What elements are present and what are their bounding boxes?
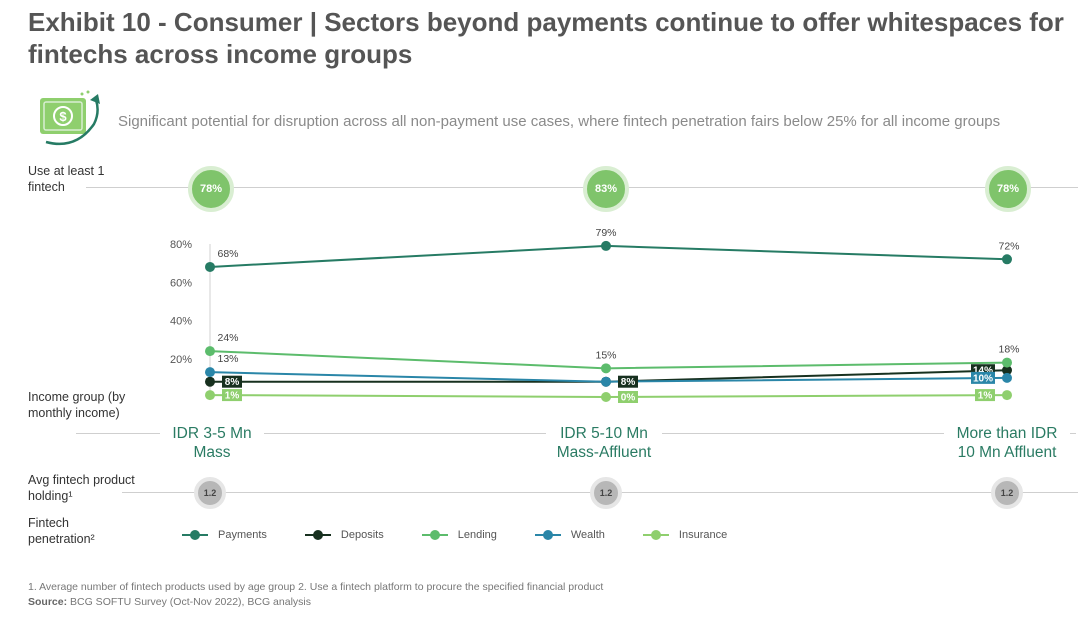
data-label-deposits: 14%	[973, 366, 993, 377]
y-tick-label: 60%	[170, 277, 192, 289]
legend-deposits: Deposits	[304, 529, 384, 541]
data-label-box-wealth	[971, 371, 995, 384]
use-fintech-circle-affluent: 78%	[985, 166, 1031, 212]
chart-legend: Payments Deposits Lending Wealth Insuran…	[182, 529, 765, 541]
data-point-deposits	[1002, 365, 1012, 376]
data-label-box-insurance	[618, 391, 638, 403]
legend-wealth-swatch	[534, 529, 561, 541]
page-title: Exhibit 10 - Consumer | Sectors beyond p…	[28, 7, 1064, 69]
data-label-insurance: 1%	[978, 391, 993, 402]
data-point-lending	[601, 363, 611, 374]
data-point-lending	[1002, 357, 1012, 368]
income-group-mass-line2: Mass	[193, 444, 231, 461]
data-label-lending: 18%	[998, 344, 1019, 356]
data-point-insurance	[205, 390, 215, 401]
data-label-insurance: 0%	[621, 393, 636, 404]
avg-holding-circle-mass: 1.2	[194, 477, 226, 509]
data-label-deposits: 8%	[225, 377, 240, 388]
data-label-box-deposits	[222, 375, 242, 388]
legend-lending-label: Lending	[457, 529, 497, 541]
income-group-mass-affluent-line2: Mass-Affluent	[556, 444, 652, 461]
subtitle: Significant potential for disruption acr…	[118, 113, 1001, 130]
data-label-wealth: 13%	[217, 353, 238, 365]
income-group-affluent-line2: 10 Mn Affluent	[957, 444, 1057, 461]
data-label-lending: 15%	[595, 349, 616, 361]
y-tick-label: 20%	[170, 354, 192, 366]
income-group-label: Income group (by monthly income)	[28, 390, 126, 420]
use-fintech-line	[86, 187, 1078, 188]
source-label: Source:	[28, 596, 68, 608]
legend-lending: Lending	[421, 529, 497, 541]
legend-insurance-label: Insurance	[678, 529, 728, 541]
use-fintech-circle-mass: 78%	[188, 166, 234, 212]
data-point-wealth	[205, 367, 215, 378]
data-point-wealth	[1002, 372, 1012, 383]
use-fintech-circle-mass-affluent: 83%	[583, 166, 629, 212]
data-label-payments: 79%	[595, 227, 616, 239]
income-group-mass: IDR 3-5 Mn Mass	[160, 424, 264, 462]
legend-deposits-label: Deposits	[340, 529, 384, 541]
data-label-box-deposits	[618, 375, 638, 388]
income-group-mass-affluent-line1: IDR 5-10 Mn	[560, 425, 648, 442]
data-point-insurance	[601, 392, 611, 402]
data-label-box-insurance	[975, 389, 995, 402]
data-label-wealth: 10%	[973, 373, 993, 384]
y-tick-label: 40%	[170, 316, 192, 328]
svg-text:$: $	[59, 109, 67, 124]
legend-insurance: Insurance	[642, 529, 728, 541]
data-label-deposits: 8%	[621, 377, 636, 388]
income-group-mass-affluent: IDR 5-10 Mn Mass-Affluent	[546, 424, 662, 462]
legend-payments-swatch	[182, 529, 208, 541]
income-group-affluent-line1: More than IDR	[956, 425, 1058, 442]
legend-lending-swatch	[421, 529, 448, 541]
data-point-payments	[205, 261, 215, 272]
y-tick-label: 80%	[170, 239, 192, 251]
avg-holding-label: Avg fintech product holding¹	[28, 473, 135, 503]
legend-insurance-swatch	[642, 529, 669, 541]
legend-wealth-label: Wealth	[570, 529, 605, 541]
legend-wealth: Wealth	[534, 529, 605, 541]
penetration-label: Fintech penetration²	[28, 516, 95, 546]
data-point-wealth	[601, 376, 611, 387]
source-text: BCG SOFTU Survey (Oct-Nov 2022), BCG ana…	[70, 596, 311, 608]
data-label-payments: 68%	[217, 248, 238, 260]
data-point-payments	[1002, 254, 1012, 265]
avg-holding-circle-affluent: 1.2	[991, 477, 1023, 509]
money-cycle-icon: $	[40, 90, 100, 146]
use-fintech-label: Use at least 1 fintech	[28, 164, 105, 194]
income-group-mass-line1: IDR 3-5 Mn	[172, 425, 252, 442]
data-point-lending	[205, 346, 215, 357]
source: Source: BCG SOFTU Survey (Oct-Nov 2022),…	[28, 596, 311, 608]
data-point-insurance	[1002, 390, 1012, 401]
data-label-lending: 24%	[217, 332, 238, 344]
data-point-deposits	[205, 376, 215, 387]
data-label-box-insurance	[222, 389, 242, 402]
legend-deposits-swatch	[304, 529, 331, 541]
legend-payments: Payments	[182, 529, 267, 541]
data-point-payments	[601, 240, 611, 251]
income-group-affluent: More than IDR 10 Mn Affluent	[944, 424, 1070, 462]
footnote: 1. Average number of fintech products us…	[28, 581, 604, 593]
avg-holding-circle-mass-affluent: 1.2	[590, 477, 622, 509]
data-label-payments: 72%	[998, 240, 1019, 252]
data-label-insurance: 1%	[225, 391, 240, 402]
legend-payments-label: Payments	[218, 529, 267, 541]
